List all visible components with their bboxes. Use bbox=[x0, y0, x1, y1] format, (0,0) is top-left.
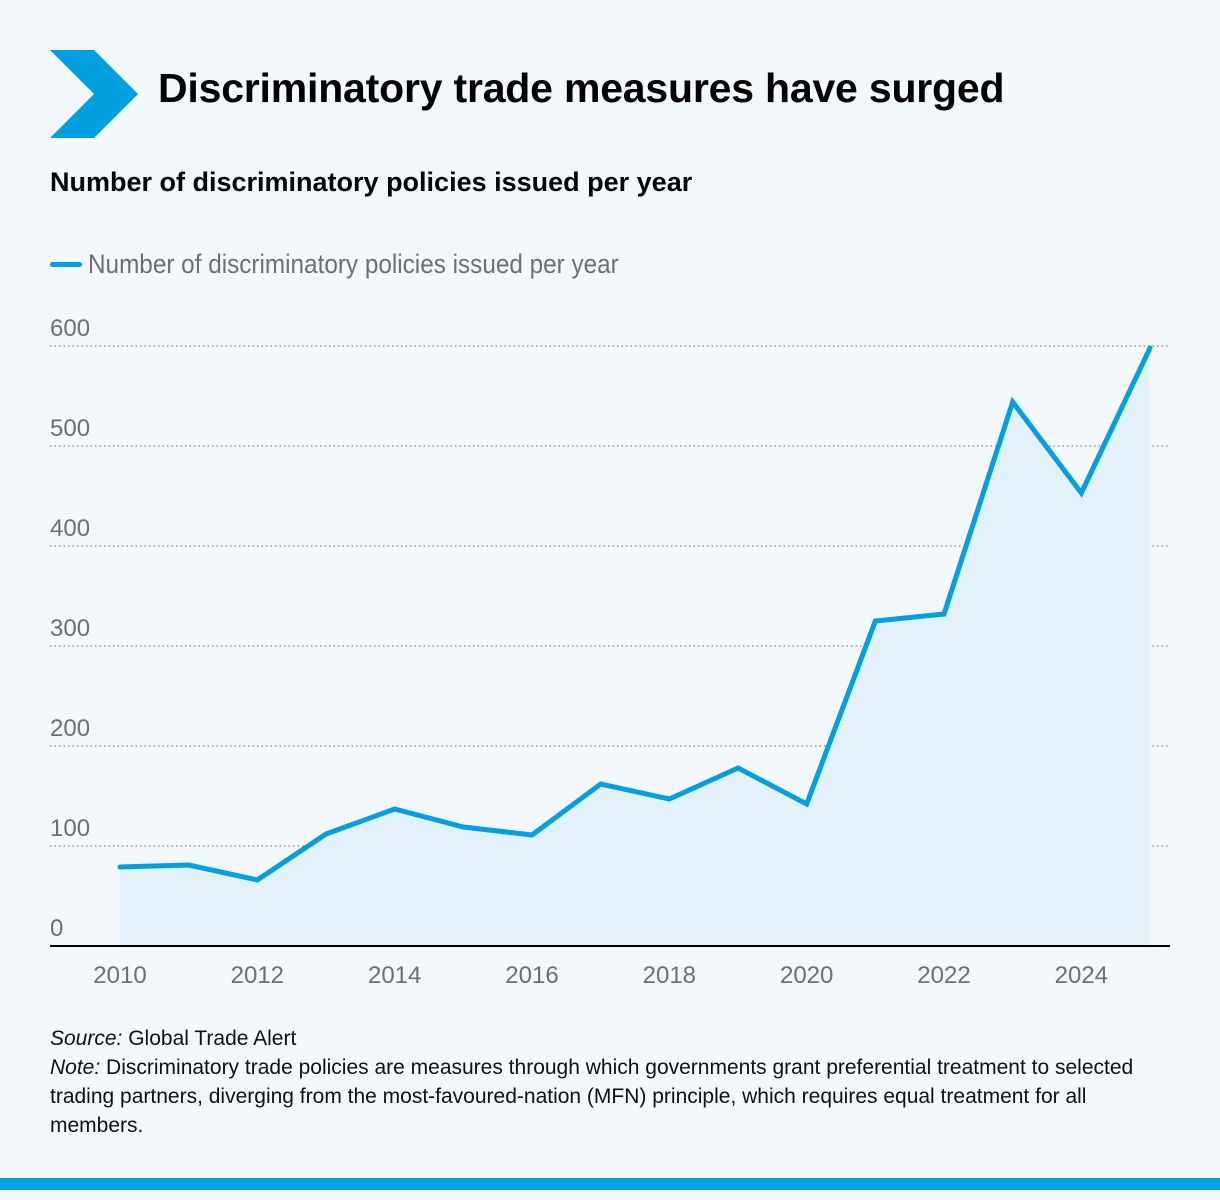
y-tick-label-0: 0 bbox=[50, 915, 63, 942]
series-line bbox=[117, 345, 1153, 883]
x-tick-label-2010: 2010 bbox=[93, 962, 146, 989]
x-tick-label-2016: 2016 bbox=[505, 962, 558, 989]
x-tick-label-2012: 2012 bbox=[231, 962, 284, 989]
series-area bbox=[120, 348, 1150, 946]
line-chart: 0 100 200 300 400 500 600 2010 2012 2014 2016 2018… bbox=[50, 315, 1170, 989]
series-layer bbox=[117, 345, 1153, 883]
x-tick-label-2014: 2014 bbox=[368, 962, 421, 989]
chart-footer: Source: Global Trade Alert Note: Discrim… bbox=[50, 1024, 1180, 1140]
page-title: Discriminatory trade measures have surge… bbox=[158, 65, 1005, 111]
chart-legend: Number of discriminatory policies issued… bbox=[50, 244, 678, 284]
note-line: Note: Discriminatory trade policies are … bbox=[50, 1053, 1180, 1140]
y-tick-label-100: 100 bbox=[50, 815, 90, 842]
chevron-right-icon bbox=[50, 50, 138, 138]
x-tick-label-2022: 2022 bbox=[917, 962, 970, 989]
area-layer bbox=[120, 348, 1150, 946]
legend-swatch bbox=[50, 261, 82, 267]
x-tick-labels: 2010 2012 2014 2016 2018 2020 2022 2024 bbox=[93, 962, 1108, 989]
legend-label: Number of discriminatory policies issued… bbox=[88, 248, 619, 279]
y-tick-label-400: 400 bbox=[50, 515, 90, 542]
x-tick-label-2018: 2018 bbox=[643, 962, 696, 989]
note-label: Note: bbox=[50, 1056, 101, 1079]
source-text: Global Trade Alert bbox=[128, 1027, 297, 1050]
bottom-accent-bar bbox=[0, 1178, 1220, 1190]
y-tick-labels: 0 100 200 300 400 500 600 bbox=[50, 315, 90, 942]
source-line: Source: Global Trade Alert bbox=[50, 1024, 1180, 1053]
y-tick-label-200: 200 bbox=[50, 715, 90, 742]
x-tick-label-2020: 2020 bbox=[780, 962, 833, 989]
y-tick-label-300: 300 bbox=[50, 615, 90, 642]
y-tick-label-500: 500 bbox=[50, 415, 90, 442]
chart-title: Number of discriminatory policies issued… bbox=[50, 167, 693, 197]
note-text: Discriminatory trade policies are measur… bbox=[50, 1056, 1134, 1137]
source-label: Source: bbox=[50, 1027, 123, 1050]
x-tick-label-2024: 2024 bbox=[1055, 962, 1108, 989]
y-tick-label-600: 600 bbox=[50, 315, 90, 342]
